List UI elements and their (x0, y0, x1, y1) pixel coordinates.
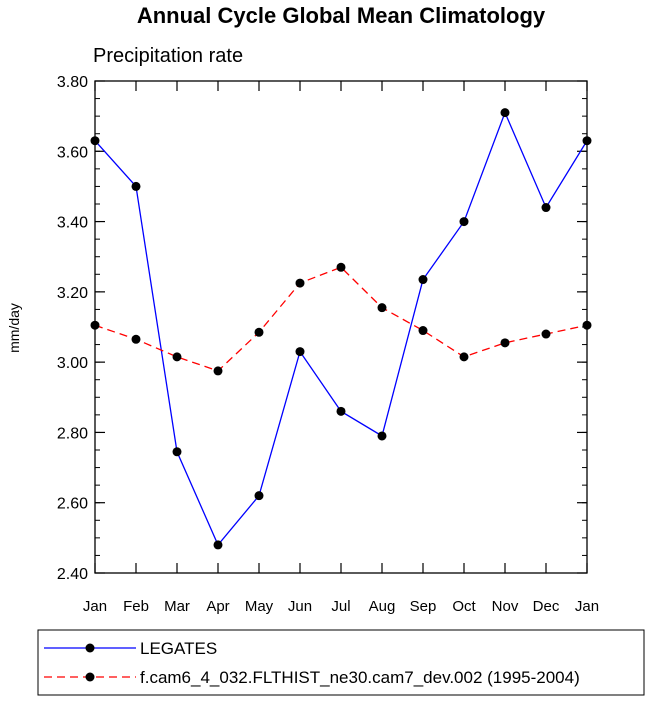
data-point (500, 108, 510, 118)
y-tick-label: 3.00 (57, 355, 88, 372)
data-point (336, 262, 346, 272)
series-layer (90, 108, 592, 550)
y-tick-label: 2.60 (57, 496, 88, 513)
y-tick-label: 2.80 (57, 425, 88, 442)
data-point (582, 136, 592, 146)
y-axis-label: mm/day (6, 303, 22, 353)
data-point (172, 447, 182, 457)
y-tick-label: 3.40 (57, 215, 88, 232)
x-tick-label: Jul (331, 598, 350, 615)
data-point (90, 136, 100, 146)
x-tick-label: Sep (410, 598, 437, 615)
data-point (459, 352, 469, 362)
legend-label-1: f.cam6_4_032.FLTHIST_ne30.cam7_dev.002 (… (140, 668, 580, 687)
data-point (90, 320, 100, 330)
x-tick-label: Jan (83, 598, 107, 615)
legend-label-0: LEGATES (140, 639, 217, 658)
data-point (295, 278, 305, 288)
data-point (418, 275, 428, 285)
chart-subtitle: Precipitation rate (93, 45, 243, 67)
data-point (541, 329, 551, 339)
data-point (377, 431, 387, 441)
data-point (459, 217, 469, 227)
y-tick-label: 3.80 (57, 74, 88, 91)
x-tick-label: Dec (533, 598, 560, 615)
series-line-1 (94, 266, 588, 372)
data-point (295, 347, 305, 357)
x-tick-label: Oct (452, 598, 476, 615)
data-point (213, 540, 223, 550)
data-point (418, 326, 428, 336)
data-point (213, 366, 223, 376)
y-tick-label: 3.20 (57, 285, 88, 302)
data-point (131, 181, 141, 191)
data-point (500, 338, 510, 348)
x-tick-label: Feb (123, 598, 149, 615)
x-tick-label: Jan (575, 598, 599, 615)
legend-marker-0 (85, 643, 95, 653)
data-point (541, 203, 551, 213)
x-tick-label: Nov (492, 598, 519, 615)
x-tick-label: Mar (164, 598, 190, 615)
x-tick-label: Aug (369, 598, 396, 615)
axes: 2.40 2.60 2.80 3.00 3.20 3.40 3.60 3.80 Jan Feb Ma… (57, 74, 599, 615)
data-point (254, 327, 264, 337)
y-tick-label: 2.40 (57, 566, 88, 583)
legend: LEGATES f.cam6_4_032.FLTHIST_ne30.cam7_de… (37, 629, 645, 696)
series-line-0 (94, 110, 588, 547)
data-point (131, 334, 141, 344)
data-point (336, 406, 346, 416)
data-point (254, 491, 264, 501)
data-point (377, 303, 387, 313)
data-point (582, 320, 592, 330)
legend-box (37, 629, 645, 696)
x-tick-label: Apr (206, 598, 229, 615)
legend-marker-1 (85, 672, 95, 682)
y-tick-label: 3.60 (57, 144, 88, 161)
data-point (172, 352, 182, 362)
chart-title: Annual Cycle Global Mean Climatology (137, 3, 546, 28)
x-tick-label: Jun (288, 598, 312, 615)
plot-frame (94, 80, 588, 574)
x-tick-label: May (245, 598, 274, 615)
